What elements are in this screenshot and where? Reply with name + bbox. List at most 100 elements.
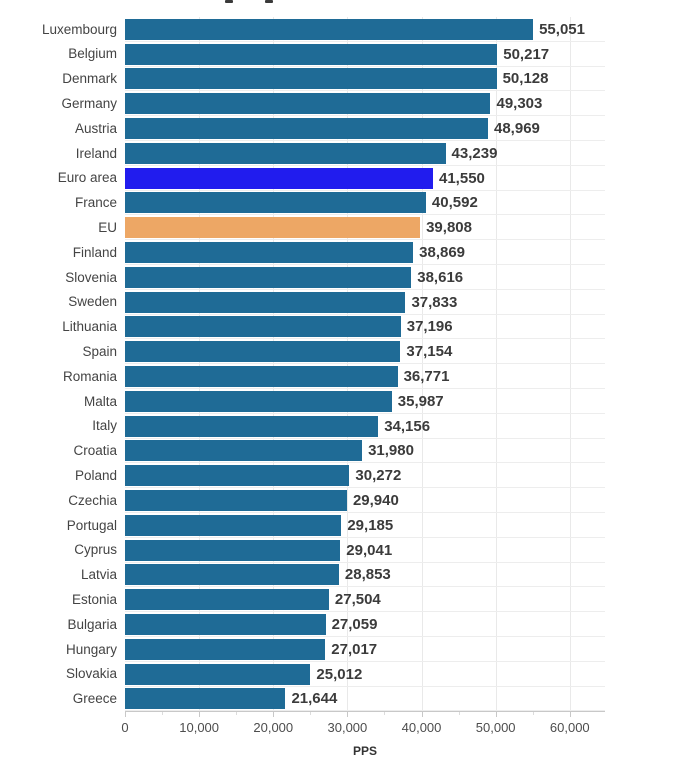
bar bbox=[125, 266, 412, 288]
value-label: 31,980 bbox=[368, 442, 414, 460]
bar-row: Luxembourg 55,051 bbox=[0, 17, 681, 42]
bar-track: 36,771 bbox=[125, 364, 605, 389]
category-label: Bulgaria bbox=[67, 616, 117, 632]
value-label: 50,128 bbox=[502, 70, 549, 88]
bar-track: 29,940 bbox=[125, 488, 605, 513]
bar-row: Hungary 27,017 bbox=[0, 637, 681, 662]
value-label: 21,644 bbox=[291, 690, 338, 708]
bar bbox=[125, 366, 398, 388]
bar-row: Austria 48,969 bbox=[0, 116, 681, 141]
category-label: Sweden bbox=[68, 294, 117, 310]
bar-row: Estonia 27,504 bbox=[0, 587, 681, 612]
x-minor-tick bbox=[236, 712, 238, 715]
x-minor-tick bbox=[162, 712, 164, 715]
bar-track: 29,185 bbox=[125, 513, 605, 538]
bar bbox=[125, 589, 329, 611]
category-label: Malta bbox=[83, 393, 117, 409]
category-label: Cyprus bbox=[74, 542, 117, 558]
x-tick bbox=[125, 712, 126, 717]
bar bbox=[125, 415, 379, 437]
value-label: 37,833 bbox=[411, 293, 458, 311]
bar-track: 25,012 bbox=[125, 662, 605, 687]
bar-row: Malta 35,987 bbox=[0, 389, 681, 414]
cropped-title-fragment bbox=[265, 0, 273, 3]
value-label: 29,940 bbox=[352, 492, 399, 510]
bar-track: 48,969 bbox=[125, 116, 605, 141]
x-tick bbox=[495, 712, 497, 717]
x-tick-label: 50,000 bbox=[475, 720, 516, 735]
bar bbox=[125, 564, 339, 586]
x-axis-line: 0 10,000 20,000 30,000 40,000 50,000 60,000 bbox=[121, 711, 605, 735]
bar-track: 21,644 bbox=[125, 687, 605, 712]
bar-track: 37,833 bbox=[125, 290, 605, 315]
value-label: 29,041 bbox=[346, 541, 393, 559]
bar-row: Greece 21,644 bbox=[0, 687, 681, 712]
bar bbox=[125, 465, 350, 487]
x-tick bbox=[273, 712, 275, 717]
bar-row: EU 39,808 bbox=[0, 215, 681, 240]
x-axis-title: PPS bbox=[352, 744, 377, 758]
bar bbox=[125, 118, 488, 140]
category-label: Hungary bbox=[65, 641, 117, 657]
value-label: 40,592 bbox=[431, 194, 478, 212]
x-tick bbox=[199, 712, 201, 717]
category-label: Slovakia bbox=[65, 666, 117, 682]
bar-track: 29,041 bbox=[125, 538, 605, 563]
bar-row: Spain 37,154 bbox=[0, 339, 681, 364]
category-label: Finland bbox=[72, 244, 117, 260]
value-label: 35,987 bbox=[397, 392, 444, 410]
bar-track: 37,154 bbox=[125, 339, 605, 364]
bar bbox=[125, 242, 414, 264]
bar-row: France 40,592 bbox=[0, 191, 681, 216]
bar bbox=[125, 490, 347, 512]
value-label: 43,239 bbox=[451, 144, 498, 162]
bar bbox=[125, 43, 498, 65]
category-label: Denmark bbox=[62, 71, 117, 87]
value-label: 48,969 bbox=[494, 120, 540, 138]
value-label: 49,303 bbox=[496, 95, 543, 113]
value-label: 34,156 bbox=[384, 417, 431, 435]
bar-track: 41,550 bbox=[125, 166, 605, 191]
category-label: Germany bbox=[61, 96, 117, 112]
bar-track: 27,059 bbox=[125, 612, 605, 637]
value-label: 39,808 bbox=[426, 219, 472, 237]
bar-track: 49,303 bbox=[125, 91, 605, 116]
category-label: Estonia bbox=[71, 591, 117, 607]
bar bbox=[125, 192, 426, 214]
category-label: Romania bbox=[62, 368, 117, 384]
category-label: Italy bbox=[92, 418, 117, 434]
value-label: 36,771 bbox=[403, 368, 450, 386]
x-tick bbox=[347, 712, 349, 717]
bar bbox=[125, 638, 326, 660]
x-tick bbox=[421, 712, 423, 717]
bar bbox=[125, 291, 406, 313]
category-label: EU bbox=[98, 220, 117, 236]
category-label: Slovenia bbox=[65, 269, 117, 285]
value-label: 55,051 bbox=[539, 20, 585, 38]
bar-row: Croatia 31,980 bbox=[0, 439, 681, 464]
bar-track: 38,616 bbox=[125, 265, 605, 290]
bar bbox=[125, 614, 326, 636]
x-tick-label: 60,000 bbox=[549, 720, 590, 735]
bar-row: Poland 30,272 bbox=[0, 463, 681, 488]
x-tick-label: 0 bbox=[121, 720, 129, 735]
category-label: Greece bbox=[72, 691, 117, 707]
bar-track: 39,808 bbox=[125, 215, 605, 240]
bar-row: Denmark 50,128 bbox=[0, 67, 681, 92]
bar-track: 28,853 bbox=[125, 563, 605, 588]
category-label: Belgium bbox=[68, 46, 117, 62]
value-label: 37,196 bbox=[406, 318, 453, 336]
value-label: 38,616 bbox=[417, 268, 464, 286]
value-label: 27,059 bbox=[331, 616, 378, 634]
category-label: Spain bbox=[82, 344, 117, 359]
value-label: 37,154 bbox=[406, 343, 453, 361]
x-minor-tick bbox=[532, 712, 534, 715]
value-label: 27,504 bbox=[334, 591, 381, 609]
bar-track: 34,156 bbox=[125, 414, 605, 439]
bar bbox=[125, 167, 433, 189]
bar bbox=[125, 514, 342, 536]
x-minor-tick bbox=[458, 712, 460, 715]
bar bbox=[125, 539, 341, 561]
bar bbox=[125, 217, 421, 239]
